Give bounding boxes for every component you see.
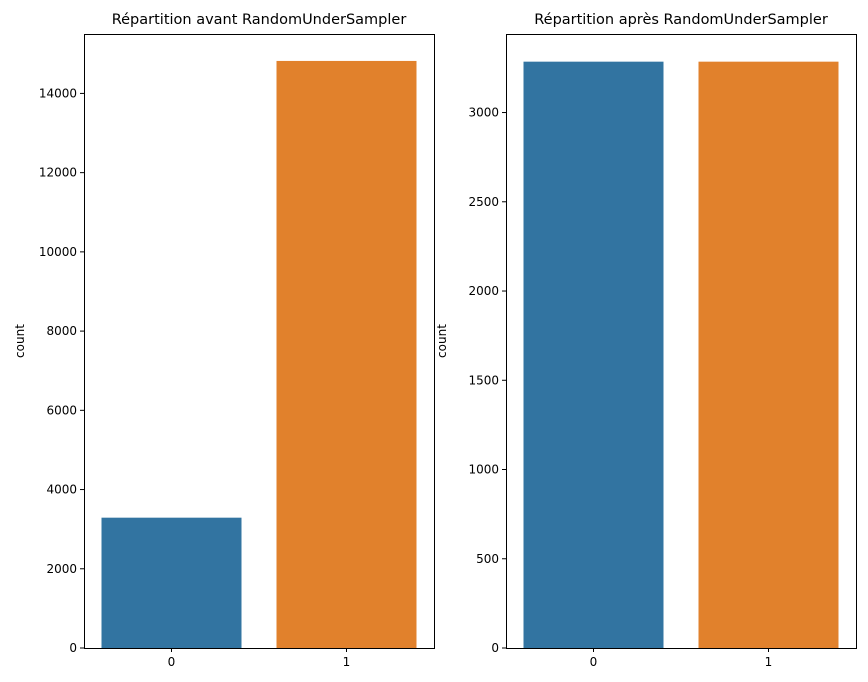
- bar-1: [698, 61, 839, 648]
- y-tick-label: 2500: [468, 195, 499, 209]
- y-tick-label: 500: [476, 552, 499, 566]
- y-tick-label: 2000: [46, 562, 77, 576]
- plot-frame: [506, 34, 857, 649]
- y-tick-label: 6000: [46, 403, 77, 417]
- bar-1: [276, 60, 417, 649]
- y-ticks: 0 2000 4000 6000 8000 10000 12000 14000: [39, 86, 84, 655]
- y-tick-label: 12000: [39, 166, 77, 180]
- bars: [101, 60, 417, 649]
- y-tick-label: 8000: [46, 324, 77, 338]
- x-tick-label: 0: [168, 655, 176, 669]
- bar-0: [101, 517, 242, 648]
- y-tick-label: 0: [491, 641, 499, 655]
- chart-title: Répartition avant RandomUnderSampler: [112, 12, 407, 28]
- x-tick-label: 1: [765, 655, 773, 669]
- plot-frame: [84, 34, 435, 649]
- chart-title: Répartition après RandomUnderSampler: [534, 12, 828, 28]
- y-tick-label: 10000: [39, 245, 77, 259]
- bar-0: [523, 61, 664, 648]
- y-axis-label: count: [13, 324, 27, 358]
- chart-after-undersampling: Répartition après RandomUnderSampler cou…: [435, 12, 857, 669]
- y-axis-label: count: [435, 324, 449, 358]
- y-tick-label: 1500: [468, 373, 499, 387]
- y-tick-label: 2000: [468, 284, 499, 298]
- y-tick-label: 4000: [46, 483, 77, 497]
- y-tick-label: 14000: [39, 86, 77, 100]
- x-tick-label: 1: [343, 655, 351, 669]
- y-ticks: 0 500 1000 1500 2000 2500 3000: [468, 106, 506, 655]
- x-tick-label: 0: [590, 655, 598, 669]
- bars: [523, 61, 839, 648]
- y-tick-label: 0: [69, 641, 77, 655]
- y-tick-label: 1000: [468, 463, 499, 477]
- chart-before-undersampling: Répartition avant RandomUnderSampler cou…: [13, 12, 435, 669]
- y-tick-label: 3000: [468, 106, 499, 120]
